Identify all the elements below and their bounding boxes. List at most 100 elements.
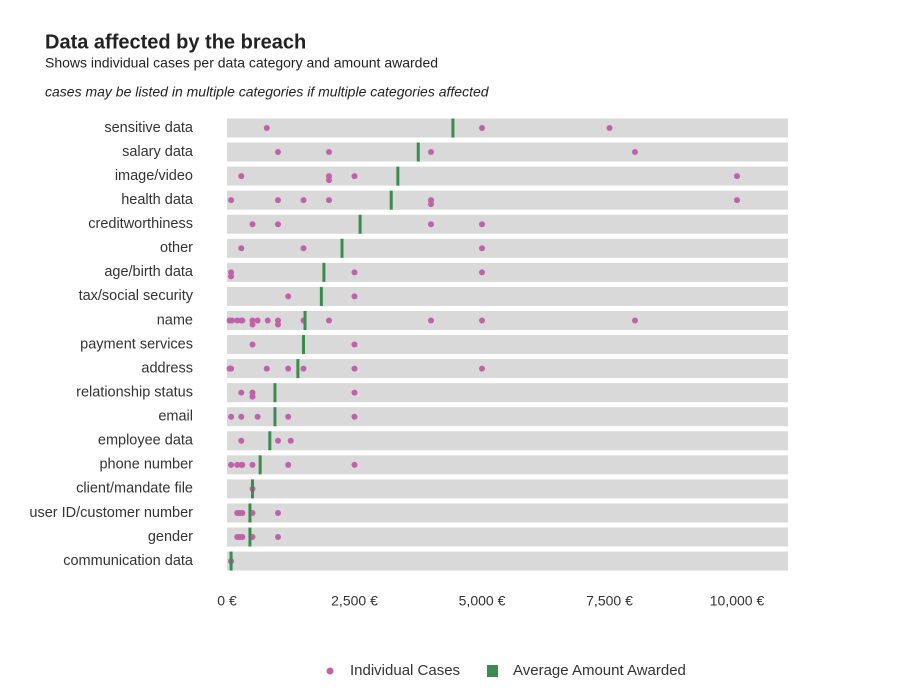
category-label: other — [160, 240, 193, 256]
average-marker — [389, 190, 393, 210]
average-marker — [358, 214, 362, 234]
case-dot — [249, 321, 256, 328]
row-band — [227, 142, 788, 162]
case-dot — [238, 245, 245, 252]
case-dot — [228, 197, 235, 204]
category-label: tax/social security — [79, 288, 194, 304]
average-marker — [302, 335, 305, 355]
row-band — [227, 335, 788, 355]
x-tick-label: 10,000 € — [710, 593, 765, 609]
case-dot — [228, 413, 235, 420]
case-dot — [275, 509, 281, 516]
average-marker — [251, 479, 254, 499]
row-band — [227, 190, 788, 210]
category-label: sensitive data — [104, 120, 194, 136]
case-dot — [632, 317, 638, 324]
case-dot — [275, 197, 281, 204]
average-marker — [296, 359, 300, 379]
row-band — [227, 286, 788, 306]
case-dot — [479, 365, 485, 372]
case-dot — [249, 393, 256, 400]
category-label: gender — [148, 529, 193, 545]
legend-marker — [326, 667, 334, 675]
case-dot — [351, 293, 358, 300]
category-label: age/birth data — [104, 264, 194, 280]
average-marker — [248, 527, 252, 547]
category-label: email — [158, 409, 193, 425]
row-band — [227, 383, 788, 403]
case-dot — [479, 221, 485, 228]
case-dot — [300, 197, 307, 204]
category-label: phone number — [99, 457, 193, 473]
case-dot — [264, 317, 271, 324]
average-marker — [451, 118, 455, 138]
category-label: salary data — [122, 144, 194, 160]
case-dot — [249, 221, 256, 228]
case-dot — [479, 269, 485, 276]
average-marker — [396, 166, 400, 186]
case-dot — [238, 173, 245, 180]
category-label: user ID/customer number — [29, 505, 193, 521]
case-dot — [479, 245, 485, 252]
average-marker — [273, 383, 277, 403]
category-label: creditworthiness — [88, 216, 193, 232]
x-tick-label: 2,500 € — [331, 593, 378, 609]
case-dot — [351, 461, 358, 468]
category-label: health data — [121, 192, 194, 208]
average-marker — [416, 142, 420, 162]
case-dot — [326, 317, 332, 324]
legend-label: Average Amount Awarded — [513, 662, 686, 679]
row-band — [227, 310, 788, 330]
row-band — [227, 262, 788, 282]
case-dot — [275, 321, 281, 328]
case-dot — [275, 149, 281, 156]
case-dot — [479, 317, 485, 324]
case-dot — [428, 201, 434, 208]
case-dot — [249, 461, 256, 468]
row-band — [227, 166, 788, 186]
average-marker — [303, 310, 307, 330]
case-dot — [275, 221, 281, 228]
case-dot — [428, 221, 434, 228]
row-band — [227, 407, 788, 427]
case-dot — [263, 125, 270, 131]
chart-title: Data affected by the breach — [45, 31, 306, 53]
category-label: relationship status — [76, 384, 193, 400]
legend-label: Individual Cases — [350, 662, 460, 679]
average-marker — [258, 455, 262, 475]
category-label: image/video — [115, 168, 193, 184]
case-dot — [263, 365, 270, 372]
case-dot — [300, 245, 307, 252]
category-label: client/mandate file — [76, 481, 193, 497]
category-label: communication data — [63, 553, 194, 569]
case-dot — [228, 365, 235, 372]
case-dot — [239, 461, 246, 468]
case-dot — [285, 413, 292, 420]
row-band — [227, 431, 788, 451]
case-dot — [351, 341, 358, 348]
case-dot — [285, 365, 292, 372]
case-dot — [285, 293, 292, 300]
case-dot — [249, 341, 256, 348]
average-marker — [340, 238, 344, 258]
average-marker — [268, 431, 272, 451]
case-dot — [275, 534, 281, 541]
case-dot — [351, 269, 358, 276]
x-tick-label: 7,500 € — [586, 593, 633, 609]
x-tick-label: 0 € — [217, 593, 237, 609]
average-marker — [248, 503, 252, 523]
row-band — [227, 551, 788, 571]
case-dot — [285, 461, 292, 468]
row-band — [227, 118, 788, 138]
case-dot — [287, 437, 294, 444]
x-tick-label: 5,000 € — [459, 593, 506, 609]
average-marker — [229, 551, 233, 571]
case-dot — [734, 197, 740, 204]
row-band — [227, 479, 788, 499]
category-label: name — [157, 312, 193, 328]
chart-note: cases may be listed in multiple categori… — [45, 84, 490, 100]
case-dot — [734, 173, 740, 180]
row-band — [227, 503, 788, 523]
average-marker — [319, 286, 323, 306]
